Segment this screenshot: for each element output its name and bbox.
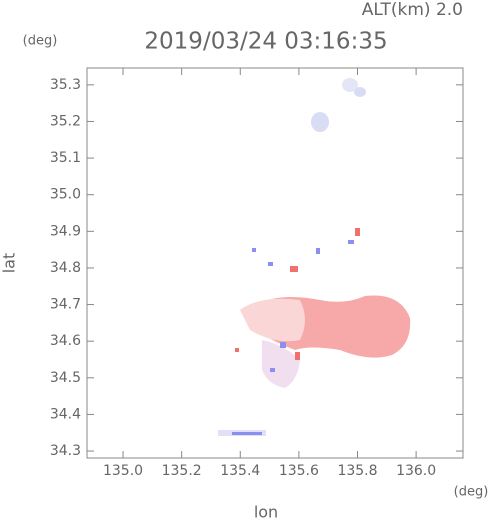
y-tick-label: 35.2 bbox=[50, 113, 81, 129]
chart-title: 2019/03/24 03:16:35 bbox=[144, 29, 387, 55]
y-unit: (deg) bbox=[23, 34, 58, 49]
y-tick-label: 34.9 bbox=[50, 223, 81, 239]
echo bbox=[240, 298, 305, 342]
y-tick-label: 34.6 bbox=[50, 333, 81, 349]
y-tick-label: 34.5 bbox=[50, 370, 81, 386]
x-tick-label: 136.0 bbox=[396, 463, 436, 479]
echo-areas bbox=[218, 78, 411, 436]
echo bbox=[262, 340, 300, 388]
y-tick-label: 34.3 bbox=[50, 443, 81, 459]
echo bbox=[342, 78, 358, 92]
echo bbox=[252, 248, 256, 252]
echo bbox=[311, 112, 329, 132]
y-tick-label: 34.8 bbox=[50, 260, 81, 276]
x-tick-label: 135.2 bbox=[162, 463, 202, 479]
echo bbox=[280, 342, 286, 348]
echo bbox=[348, 240, 354, 244]
x-tick-label: 135.4 bbox=[220, 463, 260, 479]
echo bbox=[295, 352, 300, 360]
x-tick-label: 135.0 bbox=[103, 463, 143, 479]
echo bbox=[355, 228, 360, 236]
plot-frame bbox=[86, 67, 464, 459]
echo bbox=[270, 368, 275, 372]
echo bbox=[268, 262, 273, 266]
echo bbox=[354, 87, 366, 97]
altitude-label: ALT(km) 2.0 bbox=[362, 0, 463, 20]
echo bbox=[235, 348, 239, 352]
x-unit: (deg) bbox=[454, 485, 489, 500]
y-tick-label: 34.7 bbox=[50, 297, 81, 313]
echo bbox=[232, 432, 262, 435]
echo bbox=[290, 266, 298, 272]
y-tick-label: 34.4 bbox=[50, 406, 81, 422]
y-tick-label: 35.3 bbox=[50, 77, 81, 93]
y-axis-label: lat bbox=[0, 253, 19, 274]
x-tick-label: 135.8 bbox=[337, 463, 377, 479]
x-axis-label: lon bbox=[254, 503, 278, 522]
echo bbox=[316, 248, 320, 254]
y-tick-label: 35.0 bbox=[50, 187, 81, 203]
x-tick-label: 135.6 bbox=[279, 463, 319, 479]
y-tick-label: 35.1 bbox=[50, 150, 81, 166]
